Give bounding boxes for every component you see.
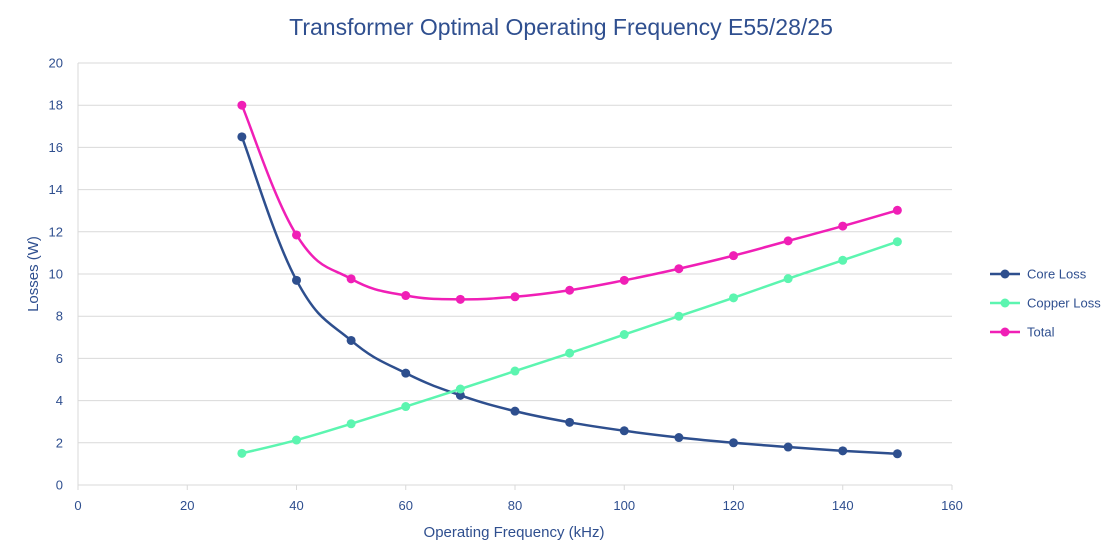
plot-series (237, 100, 902, 459)
y-tick-label: 8 (56, 309, 63, 324)
data-point-total (510, 292, 520, 302)
y-tick-label: 16 (49, 140, 63, 155)
legend-label: Core Loss (1027, 267, 1087, 282)
data-point-copper-loss (783, 274, 793, 284)
x-axis-title: Operating Frequency (kHz) (424, 524, 605, 541)
series-line-core-loss (240, 135, 899, 456)
data-point-core-loss (729, 438, 738, 448)
data-point-copper-loss (237, 448, 247, 458)
y-tick-label: 2 (56, 435, 63, 450)
y-tick-label: 14 (49, 182, 63, 197)
x-tick-label: 60 (399, 498, 413, 513)
data-point-copper-loss (619, 330, 629, 340)
data-point-total (237, 100, 247, 110)
y-tick-label: 20 (49, 56, 63, 71)
x-tick-label: 100 (613, 498, 635, 513)
data-point-core-loss (401, 368, 411, 378)
data-point-copper-loss (674, 311, 684, 321)
data-point-total (674, 264, 684, 274)
x-tick-label: 140 (832, 498, 854, 513)
data-point-total (838, 221, 848, 231)
data-point-total (565, 285, 575, 295)
tick-labels: 0 2 4 6 8 10 12 14 16 18 20 0 20 40 60 80 100 120 140 160 (49, 56, 963, 514)
data-point-core-loss (892, 449, 902, 459)
series-line-total (240, 103, 899, 301)
x-tick-label: 120 (723, 498, 745, 513)
data-point-core-loss (565, 417, 575, 427)
legend-label: Copper Loss (1027, 296, 1101, 311)
y-tick-label: 4 (56, 393, 63, 408)
legend-swatch-marker (1000, 298, 1010, 308)
data-point-total (783, 236, 793, 246)
data-point-core-loss (292, 275, 301, 285)
data-point-total (619, 275, 629, 285)
x-tick-label: 20 (180, 498, 194, 513)
data-point-total (346, 274, 356, 284)
data-point-core-loss (838, 446, 848, 456)
legend-swatch-marker (1000, 327, 1010, 337)
legend-label: Total (1027, 325, 1055, 340)
x-tick-label: 0 (74, 498, 81, 513)
data-point-total (892, 205, 902, 215)
series-total (237, 100, 902, 304)
data-point-copper-loss (565, 348, 575, 358)
data-point-core-loss (455, 390, 465, 400)
data-point-core-loss (783, 442, 793, 452)
data-point-copper-loss (401, 402, 411, 412)
data-point-total (729, 251, 738, 261)
grid (77, 62, 953, 490)
y-tick-label: 0 (56, 478, 63, 493)
legend-swatch-marker (1000, 269, 1010, 279)
data-point-copper-loss (292, 435, 301, 445)
x-tick-label: 40 (289, 498, 303, 513)
y-axis-title: Losses (W) (25, 236, 42, 312)
series-copper-loss (237, 237, 902, 458)
data-point-core-loss (619, 426, 629, 436)
data-point-copper-loss (729, 293, 738, 303)
y-tick-label: 12 (49, 224, 63, 239)
chart-title: Transformer Optimal Operating Frequency … (289, 14, 833, 40)
legend[interactable]: Core Loss Copper Loss Total (990, 267, 1101, 340)
data-point-copper-loss (892, 237, 902, 247)
data-point-copper-loss (510, 366, 520, 376)
x-tick-label: 160 (941, 498, 963, 513)
data-point-total (292, 230, 301, 240)
y-tick-label: 6 (56, 351, 63, 366)
data-point-core-loss (346, 335, 356, 345)
series-core-loss (237, 132, 902, 459)
legend-item-core-loss[interactable]: Core Loss (990, 267, 1087, 282)
legend-item-total[interactable]: Total (990, 325, 1055, 340)
x-tick-label: 80 (508, 498, 522, 513)
data-point-total (455, 294, 465, 304)
data-point-total (401, 291, 411, 301)
data-point-copper-loss (346, 419, 356, 429)
data-point-core-loss (237, 132, 247, 142)
y-tick-label: 18 (49, 98, 63, 113)
y-tick-label: 10 (49, 267, 63, 282)
data-point-copper-loss (455, 384, 465, 394)
legend-item-copper-loss[interactable]: Copper Loss (990, 296, 1101, 311)
data-point-core-loss (510, 406, 520, 416)
data-point-copper-loss (838, 255, 848, 265)
data-point-core-loss (674, 433, 684, 443)
